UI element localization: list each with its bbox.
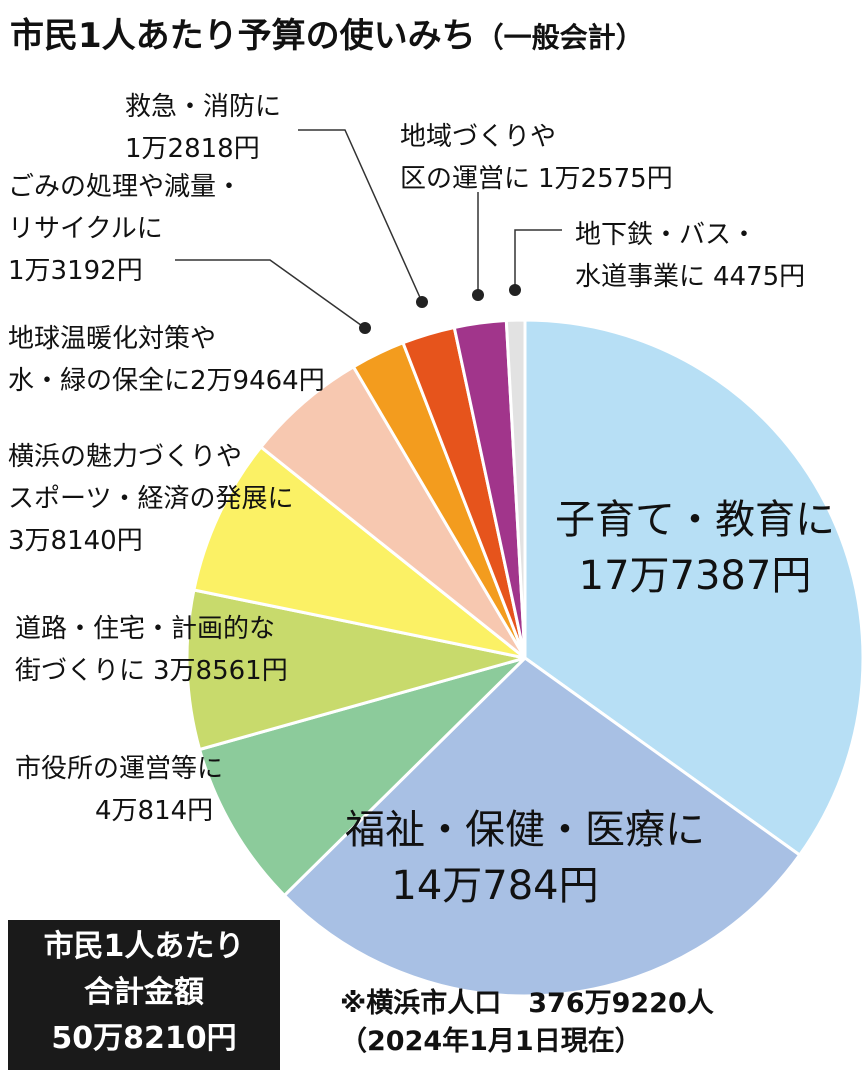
slice-label: 地下鉄・バス・ 水道事業に 4475円: [575, 214, 805, 298]
total-label: 合計金額: [84, 975, 204, 1010]
value-label: 1万3192円: [8, 256, 143, 286]
total-value: 50万8210円: [51, 1021, 237, 1056]
chart-title-block: 市民1人あたり予算の使いみち（一般会計）: [10, 8, 644, 57]
category-label: 子育て・教育に: [555, 497, 835, 543]
leader-dots: [359, 284, 521, 334]
category-label: 街づくりに: [15, 656, 146, 686]
note: ※横浜市人口 376万9220人: [340, 988, 714, 1019]
pie-slice: [192, 444, 526, 660]
value-label: 4万814円: [95, 796, 214, 826]
category-label: 水道事業に: [575, 262, 706, 292]
leader-dot: [416, 296, 428, 308]
value-label: 4475円: [713, 262, 806, 292]
pie: [185, 318, 865, 998]
pie-slice: [185, 588, 526, 752]
category-label: 水・緑の保全に: [8, 366, 191, 396]
category-label: リサイクルに: [8, 214, 163, 244]
value-label: 1万2818円: [125, 134, 260, 164]
leaders: [175, 129, 562, 329]
leader-line: [175, 259, 366, 329]
pie-slice: [504, 318, 527, 659]
pie-slice: [523, 318, 865, 858]
slice-label: 子育て・教育に 17万7387円: [545, 492, 845, 604]
leader-line: [514, 229, 562, 290]
slice-label: 市役所の運営等に 4万814円: [15, 748, 223, 832]
category-label: スポーツ・経済の発展に: [8, 484, 294, 514]
chart-title: 市民1人あたり予算の使いみち: [10, 16, 476, 56]
slice-label: 福祉・保健・医療に 14万784円: [345, 802, 705, 914]
total-box: 市民1人あたり 合計金額 50万8210円: [8, 920, 280, 1070]
category-label: 地下鉄・バス・: [575, 220, 758, 250]
leader-dot: [472, 289, 484, 301]
pie-slice: [197, 656, 527, 898]
leader-dot: [509, 284, 521, 296]
leader-dot: [359, 322, 371, 334]
slice-label: 地域づくりや 区の運営に 1万2575円: [400, 116, 673, 200]
pie-slice: [282, 656, 802, 998]
category-label: 救急・消防に: [125, 92, 282, 122]
leader-line: [298, 129, 423, 303]
slice-label: 横浜の魅力づくりやスポーツ・経済の発展に 3万8140円: [8, 436, 293, 562]
chart-subtitle: （一般会計）: [475, 21, 644, 54]
value-label: 3万8140円: [8, 526, 143, 556]
note: （2024年1月1日現在）: [340, 1026, 642, 1057]
category-label: 地域づくりや: [400, 122, 557, 152]
pie-slice: [258, 364, 527, 660]
notes: ※横浜市人口 376万9220人 （2024年1月1日現在）: [340, 985, 714, 1061]
category-label: 地球温暖化対策や: [8, 324, 217, 354]
slice-label: 道路・住宅・計画的な 街づくりに 3万8561円: [15, 608, 288, 692]
total-label: 市民1人あたり: [43, 929, 245, 964]
category-label: 福祉・保健・医療に: [345, 807, 705, 853]
slice-label: 地球温暖化対策や 水・緑の保全に2万9464円: [8, 318, 325, 402]
slice-label: 救急・消防に 1万2818円: [125, 86, 281, 170]
category-label: ごみの処理や減量・: [8, 172, 243, 202]
value-label: 17万7387円: [578, 553, 812, 599]
category-label: 区の運営に: [400, 164, 531, 194]
value-label: 1万2575円: [538, 164, 673, 194]
category-label: 市役所の運営等に: [15, 754, 224, 784]
category-label: 横浜の魅力づくりや: [8, 442, 243, 472]
category-label: 道路・住宅・計画的な: [15, 614, 276, 644]
value-label: 2万9464円: [190, 366, 325, 396]
value-label: 14万784円: [391, 863, 599, 909]
value-label: 3万8561円: [153, 656, 288, 686]
slice-label: ごみの処理や減量・ リサイクルに 1万3192円: [8, 166, 242, 292]
